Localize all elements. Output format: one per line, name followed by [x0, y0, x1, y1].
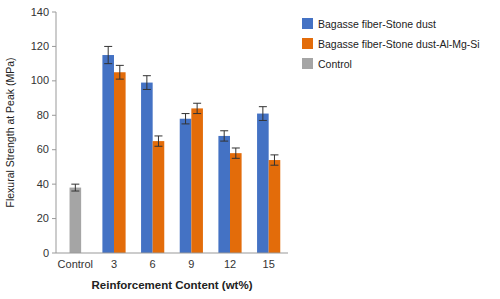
bar [191, 108, 203, 253]
error-bar [71, 184, 79, 191]
y-tick-label: 140 [31, 6, 49, 18]
error-bar [270, 155, 278, 165]
legend-swatch [302, 18, 313, 29]
legend-label: Bagasse fiber-Stone dust [318, 18, 436, 30]
y-tick-label: 0 [43, 247, 49, 259]
tick-mark [52, 12, 56, 13]
x-axis-title: Reinforcement Content (wt%) [92, 279, 253, 291]
x-tick-label: 6 [150, 258, 156, 270]
legend: Bagasse fiber-Stone dust Bagasse fiber-St… [302, 18, 480, 70]
error-bar [143, 76, 151, 90]
error-bar [116, 65, 124, 79]
y-tick-label: 60 [37, 143, 49, 155]
y-tick-label: 40 [37, 178, 49, 190]
tick-mark [52, 80, 56, 81]
tick-mark [52, 46, 56, 47]
tick-mark [52, 115, 56, 116]
error-bar [220, 131, 228, 141]
bar [218, 136, 230, 253]
legend-label: Bagasse fiber-Stone dust-Al-Mg-Si [318, 38, 480, 50]
bar [70, 188, 82, 253]
bars [70, 55, 281, 253]
bar [153, 141, 165, 253]
x-axis-line [56, 253, 288, 254]
error-bar [154, 136, 162, 146]
tick-mark [52, 184, 56, 185]
x-tick-label: 12 [224, 258, 236, 270]
tick-mark [52, 149, 56, 150]
y-axis-title: Flexural Strength at Peak (MPa) [4, 58, 16, 208]
bar [180, 119, 192, 253]
x-tick-label: 9 [188, 258, 194, 270]
y-tick-label: 20 [37, 212, 49, 224]
bar [230, 153, 242, 253]
error-bar [193, 103, 201, 113]
y-tick-label: 100 [31, 74, 49, 86]
bar [269, 160, 281, 253]
bar [141, 83, 153, 253]
tick-mark [52, 253, 56, 254]
x-axis: Control 3 6 9 12 15 [56, 253, 288, 270]
chart: 0 20 40 60 80 100 120 140 Control 3 6 9 12 15 Reinforc… [0, 0, 500, 299]
x-tick-label: 3 [111, 258, 117, 270]
bar [102, 55, 114, 253]
legend-swatch [302, 38, 313, 49]
x-tick-label: 15 [263, 258, 275, 270]
error-bar [259, 107, 267, 121]
legend-label: Control [318, 58, 352, 70]
x-tick-label: Control [58, 258, 93, 270]
legend-swatch [302, 58, 313, 69]
y-tick-label: 80 [37, 109, 49, 121]
bar [257, 114, 269, 253]
error-bar [104, 46, 112, 63]
error-bar [232, 148, 240, 158]
y-axis: 0 20 40 60 80 100 120 140 [31, 6, 56, 259]
y-axis-line [56, 12, 57, 253]
bar [114, 72, 126, 253]
error-bar [182, 114, 190, 124]
y-tick-label: 120 [31, 40, 49, 52]
error-bars [71, 46, 278, 191]
tick-mark [52, 218, 56, 219]
